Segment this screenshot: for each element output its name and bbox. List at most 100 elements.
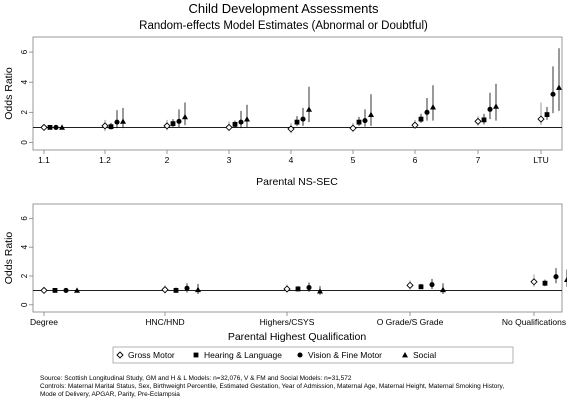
hearing-and-language-legend-marker bbox=[193, 352, 199, 358]
social-legend-marker bbox=[402, 352, 408, 358]
vision-and-fine-motor-point bbox=[306, 284, 312, 291]
y-tick-label: 0 bbox=[20, 302, 29, 307]
social-point bbox=[195, 286, 201, 293]
social-point bbox=[244, 116, 250, 122]
gross-motor-point bbox=[349, 124, 357, 132]
social-point bbox=[440, 286, 446, 293]
hearing-and-language-point bbox=[52, 288, 58, 293]
vision-and-fine-motor-point bbox=[63, 287, 69, 293]
x-tick-label: 5 bbox=[351, 155, 356, 165]
gross-motor-point bbox=[411, 121, 419, 129]
hearing-and-language-point bbox=[418, 284, 424, 290]
x-tick-label: HNC/HND bbox=[145, 317, 184, 327]
ns-sec-x-axis-label: Parental NS-SEC bbox=[256, 176, 338, 188]
qualification-panel: 0 2 4 6 Degree HNC/HND Highers/CSYS O Grade/S … bbox=[3, 203, 567, 343]
gross-motor-legend-marker bbox=[116, 351, 124, 359]
y-tick-label: 4 bbox=[20, 79, 29, 84]
figure-title: Child Development Assessments bbox=[188, 1, 379, 16]
gross-motor-point bbox=[287, 125, 295, 133]
hearing-and-language-point bbox=[356, 119, 362, 125]
hearing-and-language-point bbox=[295, 286, 301, 292]
hearing-and-language-point bbox=[170, 121, 176, 127]
social-point bbox=[430, 104, 436, 110]
vision-and-fine-motor-point bbox=[300, 116, 306, 122]
gross-motor-legend-label: Gross Motor bbox=[128, 350, 175, 360]
vision-and-fine-motor-legend-marker bbox=[297, 352, 303, 358]
hearing-and-language-point bbox=[542, 280, 548, 286]
vision-and-fine-motor-point bbox=[184, 285, 190, 291]
gross-motor-point bbox=[530, 278, 538, 286]
vision-and-fine-motor-legend-label: Vision & Fine Motor bbox=[308, 350, 382, 360]
legend-box bbox=[112, 346, 514, 364]
figure-subtitle: Random-effects Model Estimates (Abnormal… bbox=[139, 20, 428, 32]
x-tick-label: 1.2 bbox=[99, 155, 111, 165]
vision-and-fine-motor-point bbox=[550, 91, 556, 97]
controls-note-line2: Mode of Delivery, APGAR, Parity, Pre-Ecl… bbox=[40, 391, 180, 398]
x-tick-label: 3 bbox=[227, 155, 232, 165]
x-tick-label: Degree bbox=[30, 317, 58, 327]
social-point bbox=[564, 276, 567, 282]
qualification-y-axis-label: Odds Ratio bbox=[3, 232, 15, 285]
y-tick-label: 2 bbox=[20, 273, 29, 278]
vision-and-fine-motor-point bbox=[424, 109, 430, 115]
hearing-and-language-point bbox=[173, 288, 179, 293]
controls-note-line1: Controls: Maternal Marital Status, Sex, … bbox=[40, 383, 504, 390]
x-tick-label: 7 bbox=[476, 155, 481, 165]
social-point bbox=[59, 124, 65, 130]
gross-motor-point bbox=[161, 286, 169, 294]
social-point bbox=[317, 288, 323, 294]
gross-motor-point bbox=[40, 286, 48, 295]
hearing-and-language-point bbox=[47, 125, 53, 130]
social-point bbox=[182, 113, 188, 120]
x-tick-label: O Grade/S Grade bbox=[377, 317, 444, 327]
y-tick-label: 0 bbox=[20, 140, 29, 145]
vision-and-fine-motor-point bbox=[53, 124, 59, 130]
y-tick-label: 6 bbox=[20, 49, 29, 54]
y-tick-label: 4 bbox=[20, 244, 29, 249]
social-point bbox=[74, 287, 80, 293]
hearing-and-language-point bbox=[481, 117, 487, 123]
gross-motor-point bbox=[163, 122, 171, 130]
vision-and-fine-motor-point bbox=[238, 119, 244, 125]
social-point bbox=[120, 118, 126, 124]
social-legend-label: Social bbox=[413, 350, 436, 360]
vision-and-fine-motor-point bbox=[487, 106, 493, 112]
gross-motor-point bbox=[406, 281, 414, 289]
hearing-and-language-point bbox=[294, 119, 300, 125]
ns-sec-panel: 0 2 4 6 1.1 1.2 2 3 4 5 6 7 LTU Odds Ratio Parental… bbox=[3, 36, 563, 188]
gross-motor-point bbox=[225, 123, 233, 132]
gross-motor-point bbox=[537, 115, 545, 123]
legend: Gross Motor Hearing & Language Vision & Fi… bbox=[112, 346, 514, 364]
social-point bbox=[368, 111, 374, 117]
vision-and-fine-motor-point bbox=[553, 274, 559, 280]
vision-and-fine-motor-point bbox=[114, 119, 120, 125]
social-point bbox=[493, 103, 499, 109]
qualification-plot-frame bbox=[32, 203, 563, 313]
gross-motor-point bbox=[283, 285, 291, 293]
gross-motor-point bbox=[101, 122, 109, 130]
hearing-and-language-point bbox=[418, 116, 424, 122]
x-tick-label: No Qualifications bbox=[502, 317, 566, 327]
vision-and-fine-motor-point bbox=[429, 282, 435, 288]
hearing-and-language-point bbox=[232, 121, 238, 127]
vision-and-fine-motor-point bbox=[362, 118, 368, 124]
source-note: Source: Scottish Longitudinal Study, GM … bbox=[40, 375, 352, 382]
vision-and-fine-motor-point bbox=[176, 118, 182, 124]
gross-motor-point bbox=[474, 117, 482, 126]
qualification-x-axis-label: Parental Highest Qualification bbox=[228, 331, 366, 343]
x-tick-label: Highers/CSYS bbox=[260, 317, 315, 327]
x-tick-label: 1.1 bbox=[38, 155, 50, 165]
x-tick-label: LTU bbox=[533, 155, 548, 165]
x-tick-label: 2 bbox=[165, 155, 170, 165]
social-point bbox=[556, 84, 562, 90]
ns-sec-y-axis-label: Odds Ratio bbox=[3, 67, 15, 120]
y-tick-label: 6 bbox=[20, 216, 29, 221]
hearing-and-language-point bbox=[108, 124, 114, 130]
x-tick-label: 6 bbox=[413, 155, 418, 165]
hearing-and-language-legend-label: Hearing & Language bbox=[204, 350, 282, 360]
gross-motor-point bbox=[40, 123, 48, 132]
social-point bbox=[306, 106, 312, 112]
x-tick-label: 4 bbox=[289, 155, 294, 165]
ns-sec-plot-frame bbox=[32, 36, 563, 151]
